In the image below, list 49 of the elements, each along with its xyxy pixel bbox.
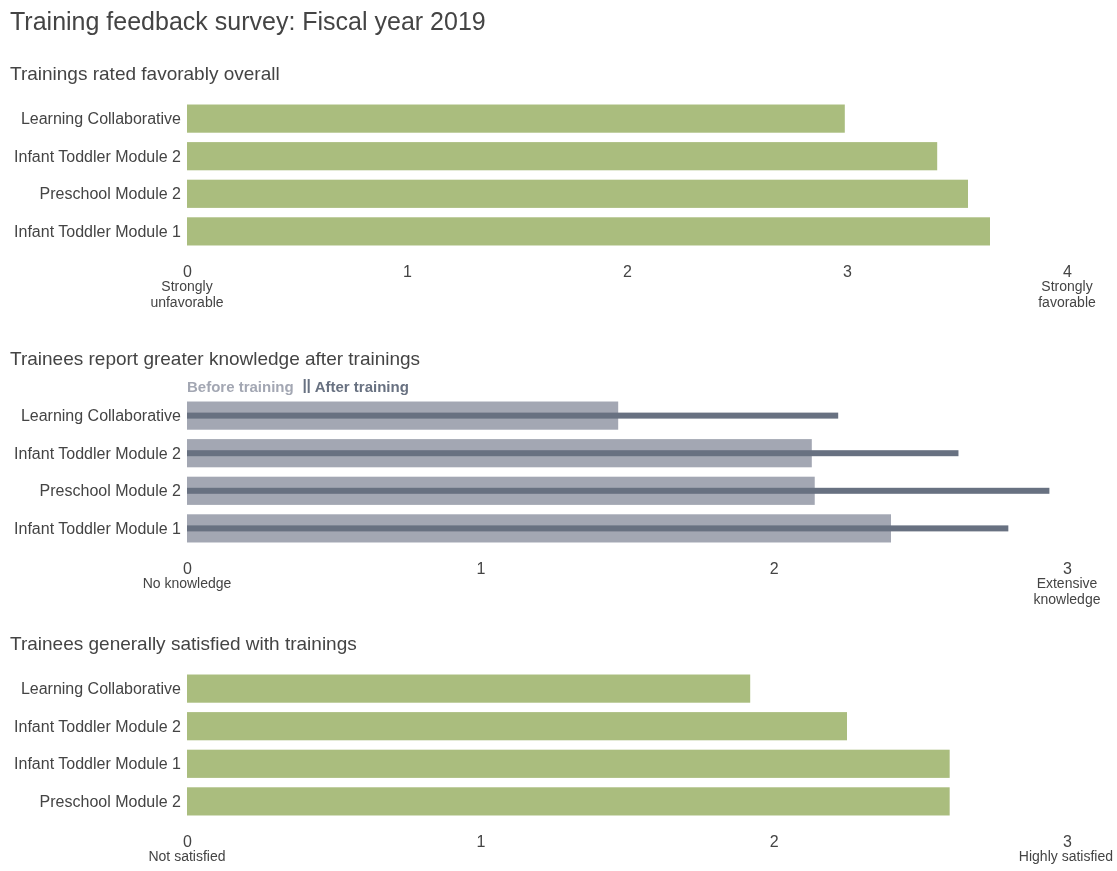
x-tick-label: 4 bbox=[1063, 263, 1073, 281]
y-tick-label: Learning Collaborative bbox=[20, 680, 182, 698]
bar bbox=[187, 450, 959, 457]
y-tick-label: Learning Collaborative bbox=[20, 110, 182, 128]
text: Extensive knowledge bbox=[1033, 575, 1101, 608]
y-tick-label: Infant Toddler Module 1 bbox=[14, 222, 182, 240]
y-tick-label: Preschool Module 2 bbox=[39, 792, 182, 810]
text: Highly satisfied bbox=[1018, 848, 1113, 864]
text: Strongly unfavorable bbox=[150, 278, 224, 311]
text: No knowledge bbox=[142, 575, 232, 591]
x-tick-label: 2 bbox=[769, 833, 779, 851]
y-tick-label: Preschool Module 2 bbox=[39, 482, 182, 500]
x-tick-label: 2 bbox=[769, 560, 779, 578]
chart-title: Training feedback survey: Fiscal year 2019 bbox=[10, 7, 486, 35]
bar bbox=[187, 487, 1050, 494]
x-tick-label: 0 bbox=[183, 560, 193, 578]
y-tick-label: Infant Toddler Module 2 bbox=[14, 444, 182, 462]
y-tick-label: Infant Toddler Module 1 bbox=[14, 519, 182, 537]
chart-subtitle: Trainings rated favorably overall bbox=[10, 63, 280, 84]
y-tick-label: Infant Toddler Module 1 bbox=[14, 755, 182, 773]
bar bbox=[187, 142, 938, 171]
bar bbox=[187, 787, 950, 816]
y-tick-label: Learning Collaborative bbox=[20, 407, 182, 425]
bar bbox=[187, 712, 847, 741]
x-tick-label: 0 bbox=[183, 833, 193, 851]
bar bbox=[187, 217, 990, 246]
x-tick-label: 2 bbox=[623, 263, 633, 281]
y-tick-label: Infant Toddler Module 2 bbox=[14, 717, 182, 735]
chart-title: Trainees report greater knowledge after trainings bbox=[10, 348, 421, 369]
x-tick-label: 3 bbox=[843, 263, 853, 281]
y-tick-label: Infant Toddler Module 2 bbox=[14, 147, 182, 165]
series-label: Before training bbox=[187, 378, 294, 395]
x-tick-label: 0 bbox=[183, 263, 193, 281]
legend-label: After training bbox=[314, 378, 409, 395]
x-tick-label: 1 bbox=[476, 560, 486, 578]
x-tick-label: 1 bbox=[403, 263, 413, 281]
bar bbox=[187, 179, 968, 208]
text: Strongly favorable bbox=[1038, 278, 1097, 311]
bar bbox=[187, 412, 839, 419]
bar bbox=[187, 525, 1009, 532]
bar bbox=[187, 749, 950, 778]
y-tick-label: Preschool Module 2 bbox=[39, 185, 182, 203]
x-tick-label: 1 bbox=[476, 833, 486, 851]
bar bbox=[187, 674, 751, 703]
x-tick-label: 3 bbox=[1063, 833, 1073, 851]
chart-title: Trainees generally satisfied with trainings bbox=[10, 633, 357, 654]
x-tick-label: 3 bbox=[1063, 560, 1073, 578]
bar bbox=[187, 104, 845, 133]
text: Not satisfied bbox=[148, 848, 226, 864]
